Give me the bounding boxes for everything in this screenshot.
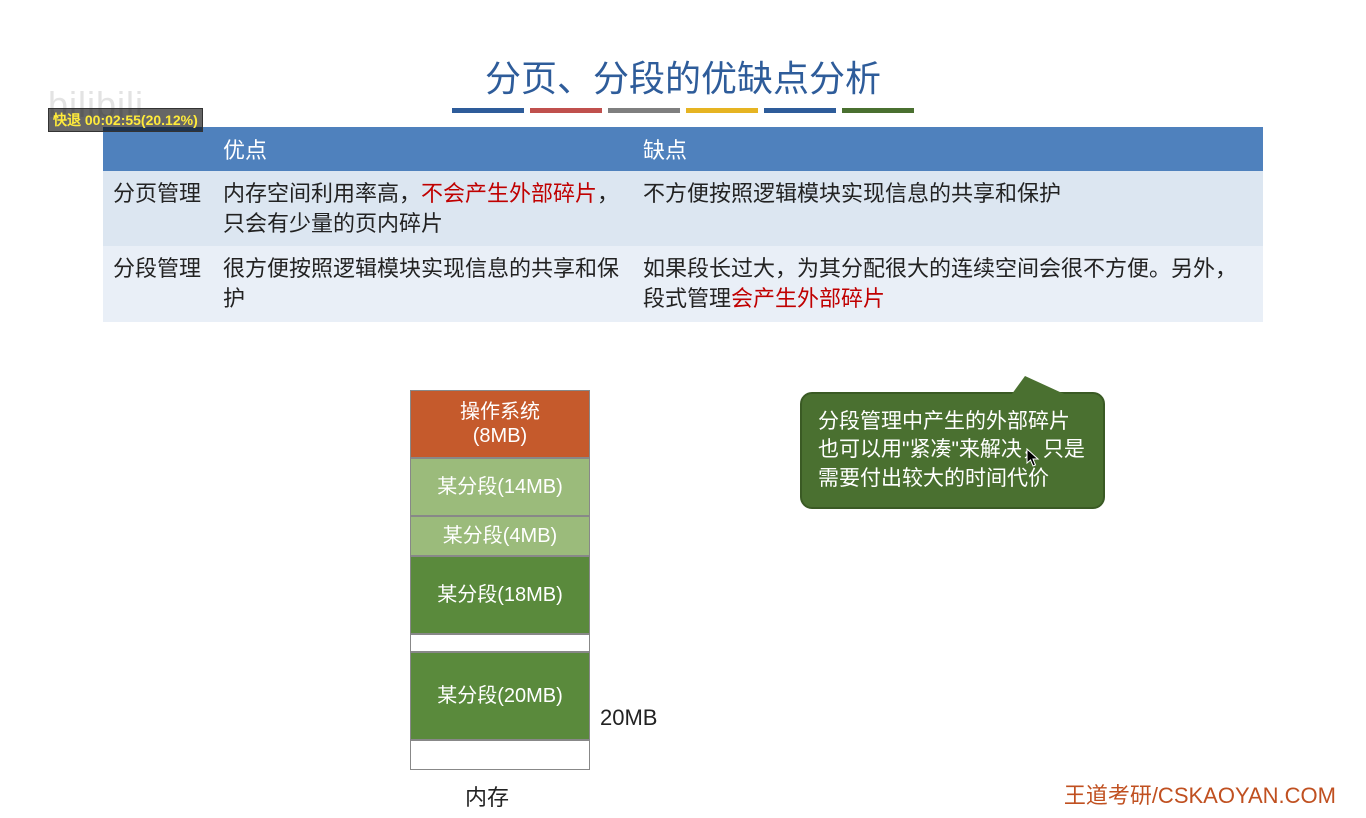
memory-block: 操作系统(8MB) <box>410 390 590 458</box>
underline-segment <box>452 108 524 113</box>
table-header-advantage: 优点 <box>213 127 633 171</box>
table-header-corner <box>103 127 213 171</box>
cell-disadvantage: 不方便按照逻辑模块实现信息的共享和保护 <box>633 171 1263 246</box>
memory-diagram: 操作系统(8MB)某分段(14MB)某分段(4MB)某分段(18MB) 某分段(2… <box>410 390 590 770</box>
memory-block <box>410 740 590 770</box>
cell-advantage: 很方便按照逻辑模块实现信息的共享和保护 <box>213 246 633 321</box>
underline-segment <box>842 108 914 113</box>
cell-disadvantage: 如果段长过大，为其分配很大的连续空间会很不方便。另外，段式管理会产生外部碎片 <box>633 246 1263 321</box>
title-underline <box>0 108 1366 113</box>
video-progress-overlay: 快退 00:02:55(20.12%) <box>48 108 203 132</box>
underline-segment <box>530 108 602 113</box>
memory-block: 某分段(4MB) <box>410 516 590 556</box>
underline-segment <box>608 108 680 113</box>
slide-title: 分页、分段的优缺点分析 <box>0 50 1366 102</box>
footer-credit: 王道考研/CSKAOYAN.COM <box>1064 778 1336 810</box>
row-label: 分段管理 <box>103 246 213 321</box>
cell-advantage: 内存空间利用率高，不会产生外部碎片，只会有少量的页内碎片 <box>213 171 633 246</box>
table-header-disadvantage: 缺点 <box>633 127 1263 171</box>
mouse-cursor-icon <box>1026 448 1040 468</box>
memory-block: 某分段(20MB) <box>410 652 590 740</box>
row-label: 分页管理 <box>103 171 213 246</box>
memory-caption: 内存 <box>465 780 509 812</box>
memory-block: 某分段(14MB) <box>410 458 590 516</box>
memory-side-label: 20MB <box>600 705 657 731</box>
table-row: 分段管理 很方便按照逻辑模块实现信息的共享和保护 如果段长过大，为其分配很大的连… <box>103 246 1263 321</box>
underline-segment <box>686 108 758 113</box>
memory-block <box>410 634 590 652</box>
callout-text: 分段管理中产生的外部碎片也可以用"紧凑"来解决，只是需要付出较大的时间代价 <box>800 392 1105 509</box>
comparison-table: 优点 缺点 分页管理 内存空间利用率高，不会产生外部碎片，只会有少量的页内碎片 … <box>103 127 1263 322</box>
table-row: 分页管理 内存空间利用率高，不会产生外部碎片，只会有少量的页内碎片 不方便按照逻… <box>103 171 1263 246</box>
memory-block: 某分段(18MB) <box>410 556 590 634</box>
callout-box: 分段管理中产生的外部碎片也可以用"紧凑"来解决，只是需要付出较大的时间代价 <box>800 392 1105 509</box>
underline-segment <box>764 108 836 113</box>
